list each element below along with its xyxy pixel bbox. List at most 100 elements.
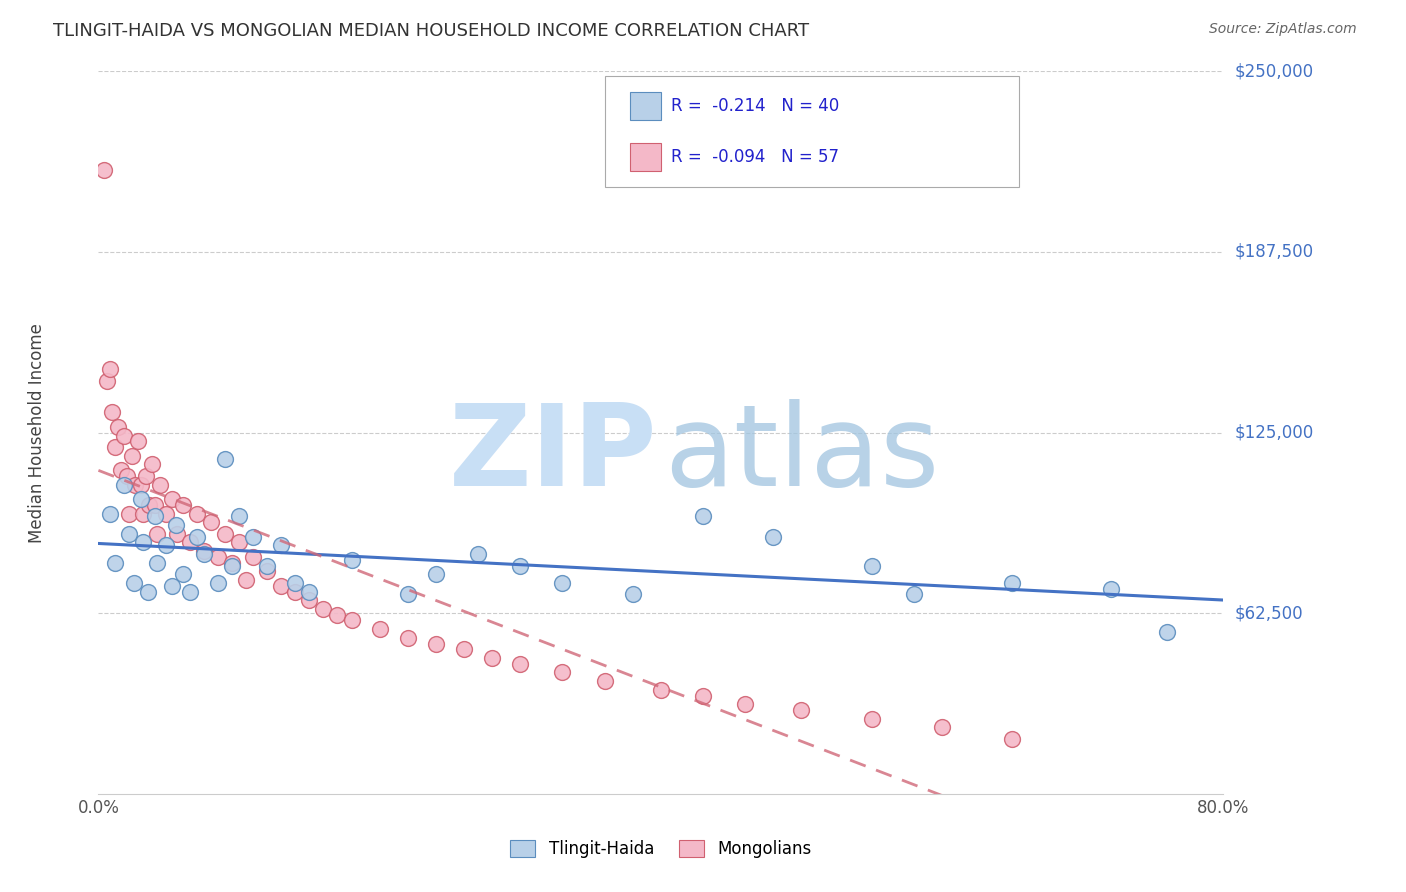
Point <box>214 451 236 466</box>
Point <box>200 515 222 529</box>
Point <box>129 492 152 507</box>
Point <box>141 458 163 472</box>
Point <box>207 549 229 564</box>
Text: R =  -0.214   N = 40: R = -0.214 N = 40 <box>671 97 839 115</box>
Point <box>122 575 145 590</box>
Text: Median Household Income: Median Household Income <box>28 323 45 542</box>
Point <box>1001 731 1024 746</box>
Point <box>368 622 391 636</box>
Point <box>132 507 155 521</box>
Point <box>112 428 135 442</box>
Point <box>621 587 644 601</box>
Point <box>132 535 155 549</box>
Point <box>129 477 152 491</box>
Point <box>1156 625 1178 640</box>
Point <box>256 565 278 579</box>
Point <box>242 549 264 564</box>
Text: ZIP: ZIP <box>449 399 658 510</box>
Point <box>221 556 243 570</box>
Point <box>124 477 146 491</box>
Point <box>481 651 503 665</box>
Text: R =  -0.094   N = 57: R = -0.094 N = 57 <box>671 148 838 166</box>
Point <box>166 526 188 541</box>
Point <box>127 434 149 449</box>
Point <box>96 374 118 388</box>
Point <box>860 558 883 573</box>
Point <box>425 637 447 651</box>
Point <box>762 530 785 544</box>
Point <box>284 575 307 590</box>
Point <box>143 509 166 524</box>
Point <box>270 579 292 593</box>
Point <box>172 498 194 512</box>
Point <box>242 530 264 544</box>
Point <box>551 575 574 590</box>
Point <box>1099 582 1122 596</box>
Point <box>790 703 813 717</box>
Point <box>270 538 292 552</box>
Point <box>104 440 127 454</box>
Text: Source: ZipAtlas.com: Source: ZipAtlas.com <box>1209 22 1357 37</box>
Point <box>692 689 714 703</box>
Point <box>155 507 177 521</box>
Point <box>135 469 157 483</box>
Text: $187,500: $187,500 <box>1234 243 1313 261</box>
Point <box>228 509 250 524</box>
Point <box>155 538 177 552</box>
Point <box>193 544 215 558</box>
Point <box>1001 575 1024 590</box>
Point <box>104 556 127 570</box>
Point <box>121 449 143 463</box>
Point <box>115 469 138 483</box>
Point <box>425 567 447 582</box>
Point <box>107 420 129 434</box>
Point <box>396 587 419 601</box>
Point <box>138 498 160 512</box>
Point <box>221 558 243 573</box>
Point <box>593 674 616 689</box>
Point <box>146 556 169 570</box>
Point <box>101 405 124 419</box>
Point <box>298 593 321 607</box>
Text: $125,000: $125,000 <box>1234 424 1313 442</box>
Text: $250,000: $250,000 <box>1234 62 1313 80</box>
Point <box>193 547 215 561</box>
Point <box>179 584 201 599</box>
Point <box>298 584 321 599</box>
Point <box>509 558 531 573</box>
Point <box>186 507 208 521</box>
Point <box>165 518 187 533</box>
Point <box>312 602 335 616</box>
Point <box>112 477 135 491</box>
Point <box>118 526 141 541</box>
Text: $62,500: $62,500 <box>1234 604 1303 623</box>
Point <box>146 526 169 541</box>
Text: atlas: atlas <box>664 399 939 510</box>
Point <box>326 607 349 622</box>
Point <box>160 579 183 593</box>
Point <box>453 642 475 657</box>
Point <box>160 492 183 507</box>
Point <box>551 665 574 680</box>
Point <box>650 682 672 697</box>
Point <box>143 498 166 512</box>
Point <box>284 584 307 599</box>
Point <box>903 587 925 601</box>
Point <box>734 698 756 712</box>
Point <box>98 507 121 521</box>
Point <box>228 535 250 549</box>
Point <box>207 575 229 590</box>
Point <box>340 614 363 628</box>
Point <box>172 567 194 582</box>
Point <box>214 526 236 541</box>
Point <box>396 631 419 645</box>
Legend: Tlingit-Haida, Mongolians: Tlingit-Haida, Mongolians <box>503 833 818 865</box>
Point <box>256 558 278 573</box>
Point <box>149 477 172 491</box>
Point <box>93 162 115 177</box>
Text: TLINGIT-HAIDA VS MONGOLIAN MEDIAN HOUSEHOLD INCOME CORRELATION CHART: TLINGIT-HAIDA VS MONGOLIAN MEDIAN HOUSEH… <box>53 22 810 40</box>
Point <box>692 509 714 524</box>
Point <box>931 720 953 734</box>
Point <box>98 362 121 376</box>
Point <box>186 530 208 544</box>
